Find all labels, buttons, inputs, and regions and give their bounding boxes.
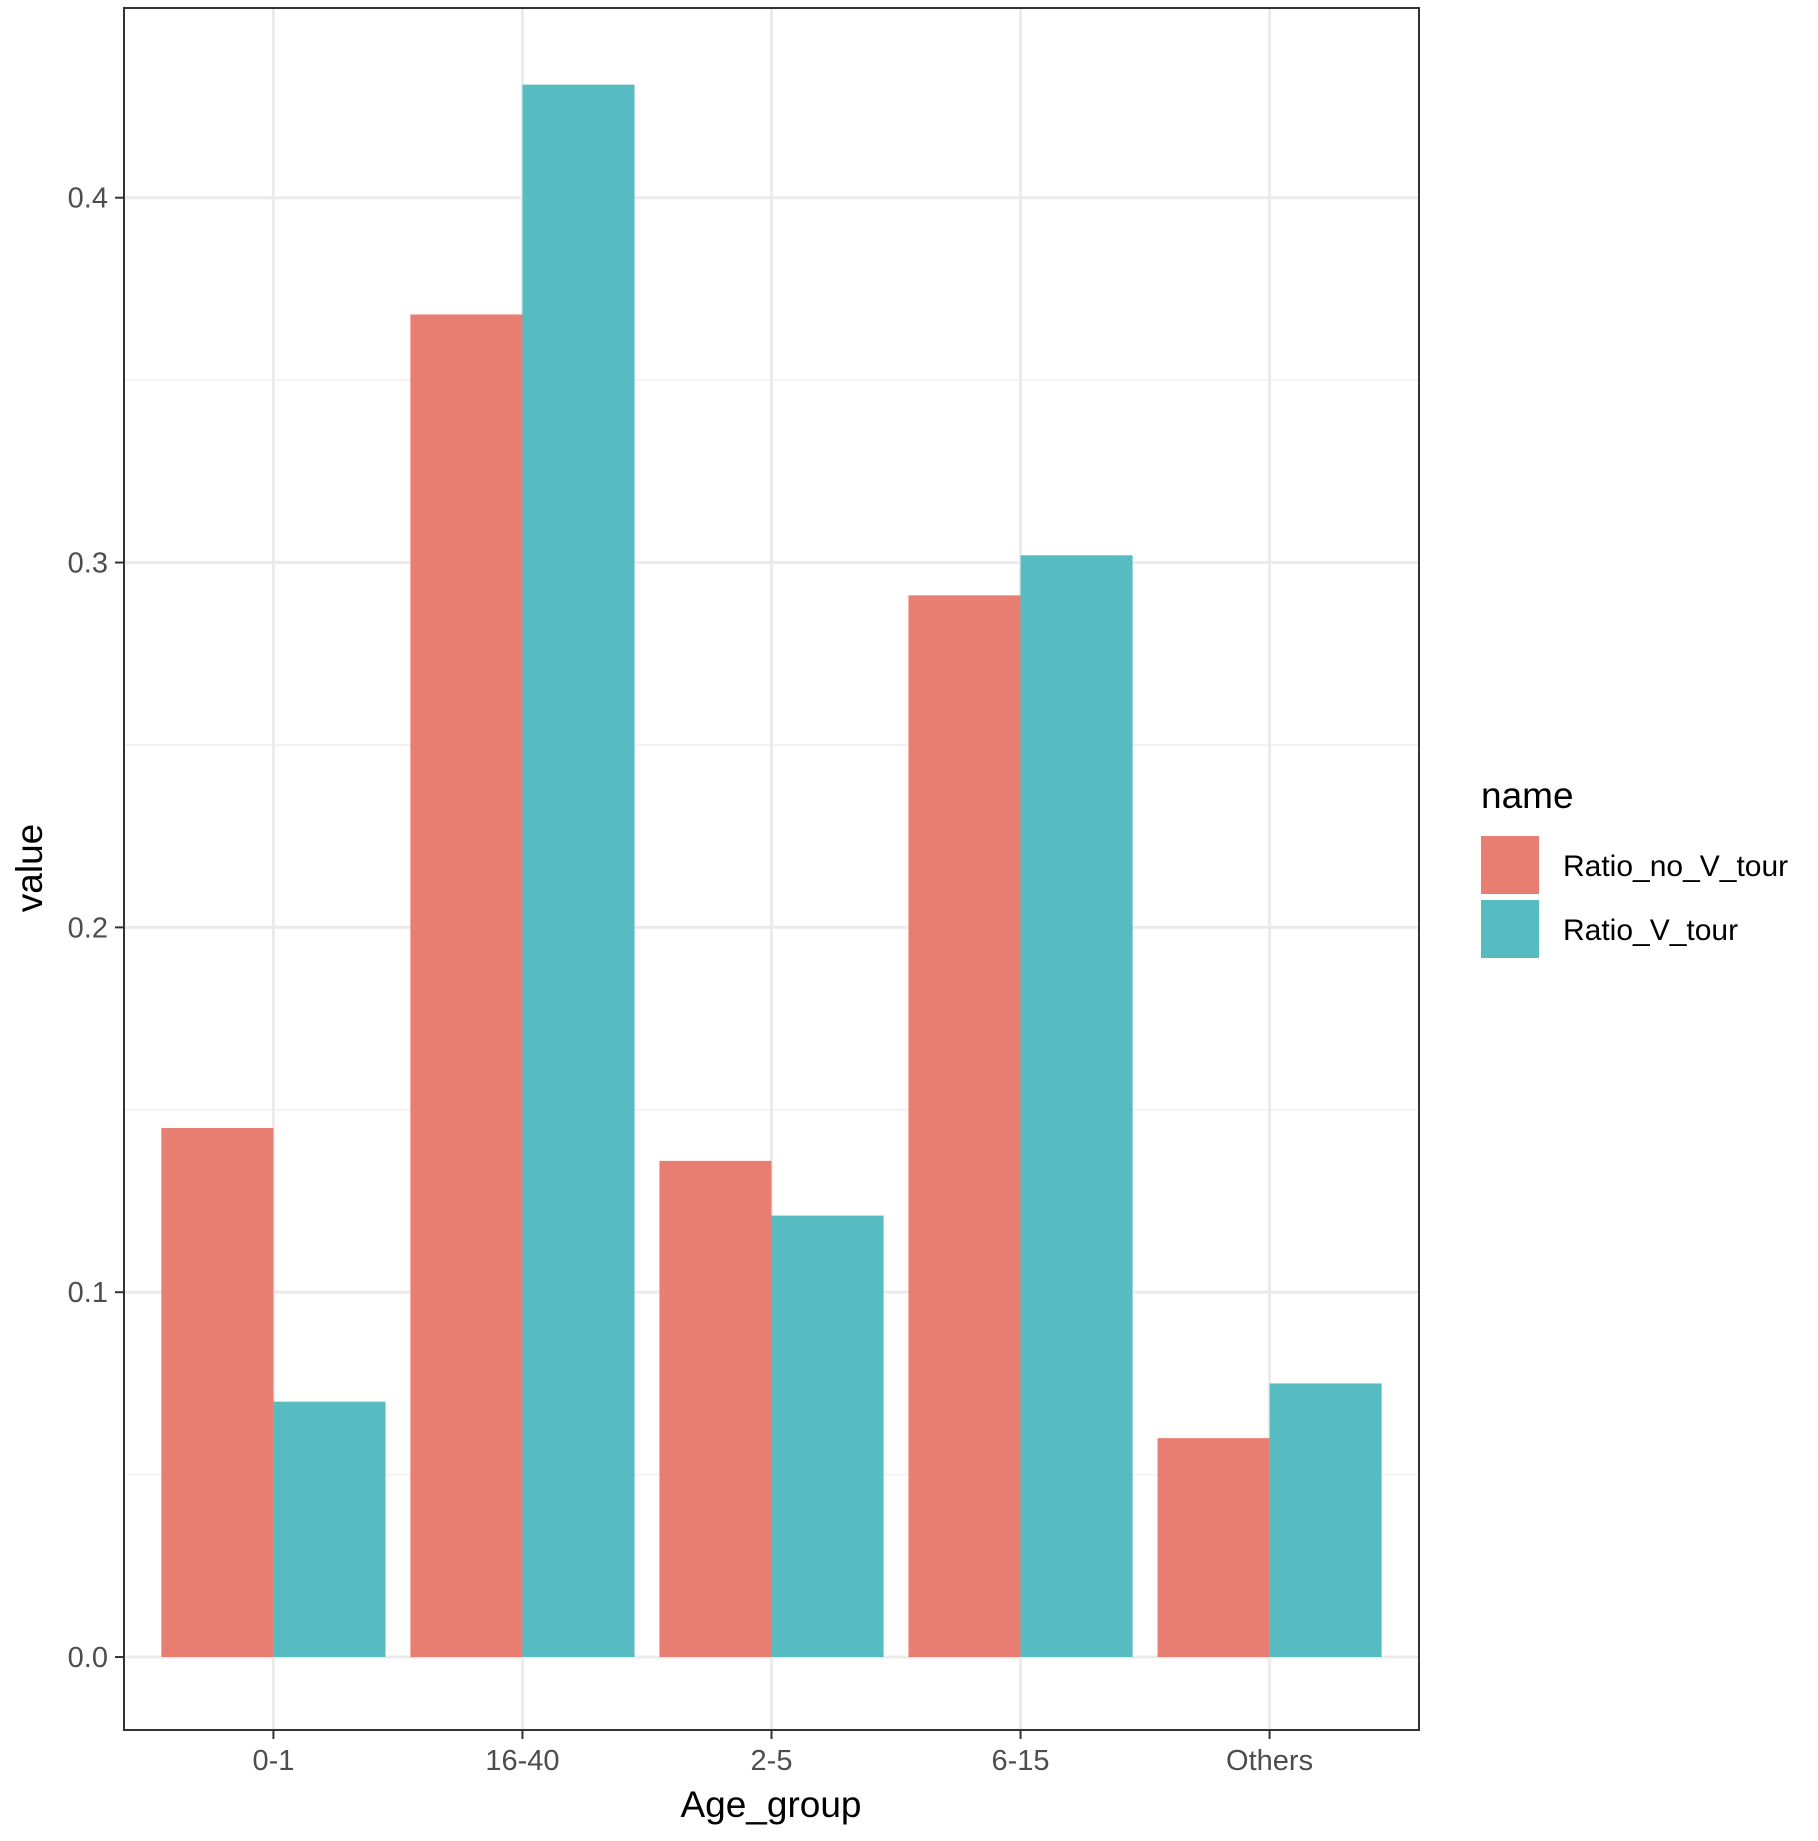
bar-Others-Ratio_no_V_tour bbox=[1157, 1438, 1270, 1658]
bar-6-15-Ratio_no_V_tour bbox=[908, 595, 1021, 1658]
x-tick-label: 0-1 bbox=[252, 1745, 294, 1777]
y-tick-label: 0.2 bbox=[68, 912, 108, 944]
y-axis-title: value bbox=[9, 824, 50, 912]
x-axis-ticks: 0-1 16-40 2-5 6-15 Others bbox=[252, 1730, 1313, 1777]
legend-key-Ratio_no_V_tour bbox=[1481, 836, 1539, 894]
bar-16-40-Ratio_no_V_tour bbox=[410, 314, 523, 1658]
y-axis-ticks: 0.0 0.1 0.2 0.3 0.4 bbox=[68, 183, 124, 1674]
bar-2-5-Ratio_V_tour bbox=[771, 1215, 884, 1658]
bar-6-15-Ratio_V_tour bbox=[1020, 555, 1133, 1658]
y-tick-label: 0.1 bbox=[68, 1277, 108, 1309]
legend-title: name bbox=[1481, 775, 1574, 816]
bar-0-1-Ratio_no_V_tour bbox=[161, 1128, 274, 1658]
x-tick-label: 2-5 bbox=[751, 1745, 793, 1777]
x-axis-title: Age_group bbox=[680, 1784, 861, 1825]
y-tick-label: 0.0 bbox=[68, 1642, 108, 1674]
bar-16-40-Ratio_V_tour bbox=[522, 84, 635, 1658]
legend: name Ratio_no_V_tour Ratio_V_tour bbox=[1481, 775, 1788, 958]
bar-0-1-Ratio_V_tour bbox=[273, 1401, 386, 1658]
legend-key-Ratio_V_tour bbox=[1481, 900, 1539, 958]
y-tick-label: 0.4 bbox=[68, 183, 108, 215]
bar-Others-Ratio_V_tour bbox=[1269, 1383, 1382, 1658]
legend-label-Ratio_no_V_tour: Ratio_no_V_tour bbox=[1563, 850, 1788, 883]
x-tick-label: 16-40 bbox=[485, 1745, 559, 1777]
bar-2-5-Ratio_no_V_tour bbox=[659, 1160, 772, 1658]
x-tick-label: Others bbox=[1226, 1745, 1313, 1777]
bars bbox=[161, 84, 1382, 1658]
y-tick-label: 0.3 bbox=[68, 548, 108, 580]
legend-label-Ratio_V_tour: Ratio_V_tour bbox=[1563, 914, 1738, 947]
x-tick-label: 6-15 bbox=[992, 1745, 1050, 1777]
